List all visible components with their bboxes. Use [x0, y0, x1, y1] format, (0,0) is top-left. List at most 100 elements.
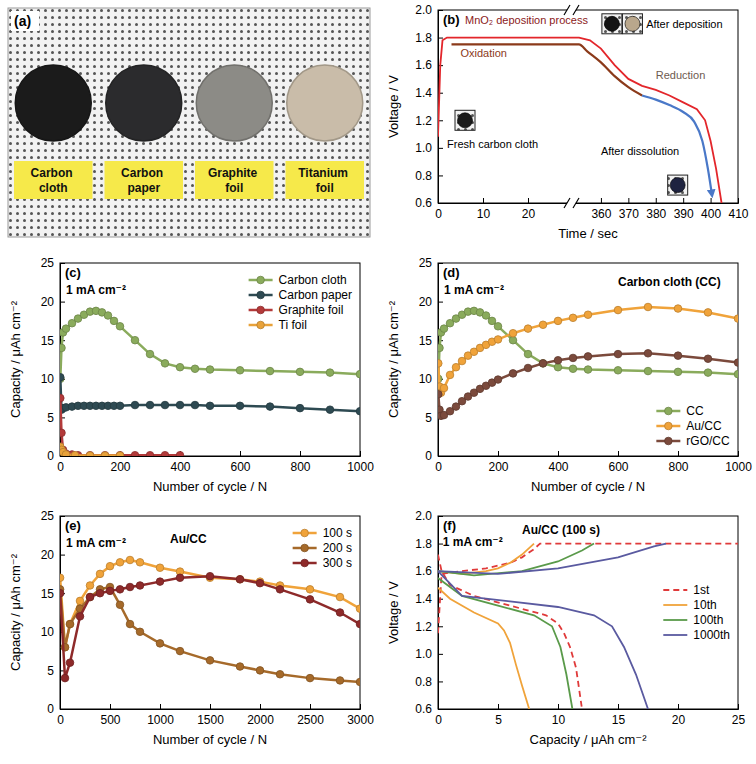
x-tick: 800 — [290, 451, 310, 474]
series-marker — [336, 677, 344, 685]
series-marker — [256, 667, 264, 675]
panel: 010203603703803904004100.60.81.01.21.41.… — [386, 3, 749, 241]
series-marker — [356, 407, 360, 415]
series-marker — [524, 364, 532, 372]
x-axis-title: Number of cycle / N — [153, 732, 267, 747]
y-tick-label: 20 — [419, 295, 433, 309]
y-tick-label: 0.8 — [415, 169, 432, 183]
plot-area — [438, 544, 738, 709]
inset-photo — [622, 14, 642, 34]
x-tick: 390 — [674, 198, 694, 221]
annotation: 1 mA cm⁻² — [444, 283, 504, 297]
legend-label: rGO/CC — [686, 434, 730, 448]
x-tick-mark — [558, 704, 559, 709]
series-marker — [674, 368, 682, 376]
series-marker — [494, 376, 502, 384]
series-marker — [494, 336, 502, 344]
x-tick: 2000 — [247, 704, 274, 727]
x-tick-label: 0 — [57, 460, 64, 474]
x-tick-label: 400 — [701, 207, 721, 221]
series-marker — [356, 620, 360, 628]
annotation: Fresh carbon cloth — [447, 138, 538, 150]
series-marker — [106, 562, 114, 570]
series-marker — [60, 589, 64, 597]
series-marker — [569, 365, 577, 373]
y-tick: 20 — [41, 548, 65, 562]
series-marker — [440, 384, 448, 392]
axis-break-mark — [564, 198, 570, 208]
y-tick: 0.6 — [415, 702, 443, 716]
series-line — [438, 307, 738, 393]
label-box — [14, 161, 93, 199]
x-tick-mark — [498, 451, 499, 456]
x-tick-label: 600 — [230, 460, 250, 474]
panel-label-ground — [11, 11, 39, 31]
series-marker — [146, 350, 154, 358]
x-tick-label: 25 — [732, 713, 746, 727]
x-axis-title: Number of cycle / N — [531, 479, 645, 494]
series-marker — [86, 451, 94, 456]
x-tick-label: 500 — [100, 713, 120, 727]
y-tick-mark — [60, 456, 65, 457]
x-tick: 25 — [732, 704, 746, 727]
series-marker — [554, 317, 562, 325]
series-marker — [61, 674, 69, 682]
y-tick-mark — [438, 175, 443, 176]
y-tick-mark — [438, 10, 443, 11]
legend-marker — [301, 529, 309, 537]
series-marker — [116, 601, 124, 609]
annotation: Au/CC — [170, 532, 207, 546]
series-marker — [161, 451, 169, 456]
series-marker — [136, 628, 144, 636]
series-marker — [734, 370, 738, 378]
x-tick-label: 1000 — [347, 460, 374, 474]
x-tick: 400 — [548, 451, 568, 474]
series-marker — [176, 363, 184, 371]
x-axis-line — [439, 704, 739, 710]
legend-label: Graphite foil — [279, 303, 344, 317]
y-axis-title: Voltage / V — [386, 581, 401, 644]
series-marker — [101, 452, 109, 456]
y-tick-mark — [60, 555, 65, 556]
series-marker — [452, 403, 460, 411]
series-marker — [266, 367, 274, 375]
legend-marker — [665, 407, 673, 415]
legend-sample — [663, 589, 687, 591]
series-marker — [60, 574, 64, 582]
y-tick-mark — [438, 516, 443, 517]
x-tick-mark — [240, 451, 241, 456]
series-line — [438, 544, 666, 709]
y-tick-label: 0 — [47, 449, 54, 463]
y-tick-label: 25 — [41, 509, 55, 523]
x-tick-mark — [656, 198, 657, 203]
panel-label: (c) — [65, 265, 81, 280]
series-marker — [96, 570, 104, 578]
annotation: MnO₂ deposition process — [465, 14, 588, 26]
series-marker — [326, 369, 334, 377]
series-marker — [131, 336, 139, 344]
series-marker — [524, 350, 532, 358]
x-tick-label: 15 — [612, 713, 626, 727]
series-marker — [306, 596, 314, 604]
y-tick-label: 1.8 — [415, 31, 432, 45]
series-marker — [584, 353, 592, 361]
y-tick-mark — [60, 302, 65, 303]
x-tick: 1500 — [197, 704, 224, 727]
plot-area — [438, 38, 722, 203]
y-tick: 0.6 — [415, 196, 443, 210]
x-tick-label: 800 — [290, 460, 310, 474]
series-marker — [76, 597, 84, 605]
legend-marker — [301, 559, 309, 567]
series-marker — [356, 678, 360, 686]
series-line — [438, 544, 534, 709]
series-marker — [438, 390, 442, 398]
photo-background — [8, 8, 370, 237]
sample-disc — [287, 65, 363, 141]
x-tick-label: 0 — [57, 713, 64, 727]
x-tick-label: 1000 — [147, 713, 174, 727]
panel: Carbon clothCarbon paperGraphite foilTit… — [8, 8, 370, 237]
series-marker — [62, 451, 70, 456]
panel-label: (e) — [65, 518, 81, 533]
x-tick-mark — [601, 198, 602, 203]
legend-sample — [663, 619, 687, 621]
